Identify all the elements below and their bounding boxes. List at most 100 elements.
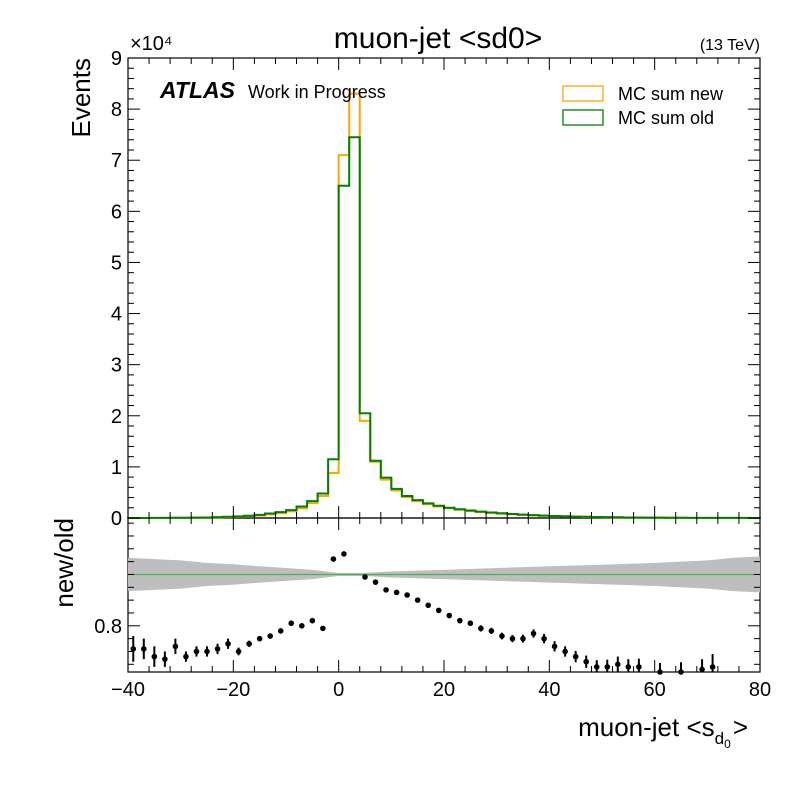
main-y-tick-label: 6 xyxy=(111,201,122,223)
ratio-point xyxy=(393,589,400,596)
ratio-point-marker xyxy=(499,633,505,639)
ratio-point xyxy=(678,662,684,675)
ratio-point xyxy=(572,650,579,663)
ratio-point xyxy=(235,647,242,656)
ratio-point-marker xyxy=(551,643,558,650)
axes-layer: 0 1 2 3 4 5 6 7 8 9 −40 −20 0 20 40 60 80 0.8 xyxy=(94,48,771,701)
ratio-point-marker xyxy=(204,648,210,655)
ratio-point xyxy=(404,592,410,598)
ratio-point xyxy=(541,634,547,644)
ratio-point xyxy=(583,655,589,668)
main-y-tick-label: 7 xyxy=(111,150,122,172)
ratio-point-marker xyxy=(320,625,326,632)
ratio-point-marker xyxy=(657,669,663,675)
x-tick-label: 0 xyxy=(333,679,344,701)
ratio-point xyxy=(214,643,221,655)
ratio-point-marker xyxy=(457,617,463,624)
ratio-point-marker xyxy=(541,635,547,642)
ratio-point-marker xyxy=(636,664,642,670)
ratio-point-marker xyxy=(593,664,600,670)
ratio-point-marker xyxy=(235,648,242,655)
ratio-point xyxy=(288,620,295,627)
main-histogram-layer xyxy=(127,92,761,519)
ratio-point xyxy=(309,617,316,624)
ratio-point xyxy=(256,635,263,642)
ratio-point xyxy=(204,646,210,657)
ratio-point-marker xyxy=(183,653,189,660)
ratio-point-marker xyxy=(414,597,421,603)
ratio-point-marker xyxy=(604,664,611,670)
main-y-tick-label: 8 xyxy=(111,99,122,121)
ratio-point-marker xyxy=(615,661,621,668)
ratio-point xyxy=(172,638,179,655)
x-tick-label: −40 xyxy=(111,679,145,701)
ratio-point xyxy=(520,634,526,643)
ratio-point-marker xyxy=(425,602,432,609)
histogram-line-mc-sum-new xyxy=(127,92,761,519)
x-tick-label: 20 xyxy=(433,679,455,701)
ratio-point-marker xyxy=(372,579,379,585)
ratio-points-layer xyxy=(130,551,716,675)
ratio-point xyxy=(320,625,326,632)
ratio-point xyxy=(372,579,379,585)
ratio-plot-frame xyxy=(127,517,761,673)
ratio-point xyxy=(530,629,537,638)
main-y-tick-label: 3 xyxy=(111,355,122,377)
ratio-point-marker xyxy=(435,607,442,614)
ratio-point-marker xyxy=(130,646,137,652)
ratio-point-marker xyxy=(709,664,716,670)
ratio-point xyxy=(457,617,463,624)
ratio-point-marker xyxy=(214,646,221,652)
ratio-point-marker xyxy=(583,658,589,665)
ratio-point-marker xyxy=(404,592,410,598)
ratio-point-marker xyxy=(478,625,484,632)
ratio-point xyxy=(330,556,337,562)
ratio-point xyxy=(636,658,642,672)
ratio-point-marker xyxy=(151,653,158,660)
ratio-point xyxy=(151,646,158,667)
x-tick-label: 40 xyxy=(538,679,560,701)
ratio-point-marker xyxy=(393,589,400,596)
ratio-point-marker xyxy=(362,574,368,580)
main-y-tick-label: 4 xyxy=(111,304,122,326)
ratio-point-marker xyxy=(530,630,537,637)
ratio-point xyxy=(162,651,168,667)
ratio-point xyxy=(425,602,432,609)
ratio-point xyxy=(446,612,453,619)
ratio-point xyxy=(499,632,505,640)
legend-swatch-mc-sum-old xyxy=(562,109,604,126)
x-tick-label: 80 xyxy=(749,679,771,701)
ratio-point-marker xyxy=(309,617,316,624)
y-exponent-label: ×10⁴ xyxy=(130,33,173,55)
ratio-point xyxy=(414,597,421,603)
ratio-point-marker xyxy=(488,628,495,634)
energy-label: (13 TeV) xyxy=(700,37,760,54)
ratio-y-tick-label: 0.8 xyxy=(94,616,122,638)
ratio-point xyxy=(383,587,389,593)
ratio-point-marker xyxy=(193,648,200,655)
legend-swatch-mc-sum-new xyxy=(562,85,604,102)
legend-label-mc-sum-old: MC sum old xyxy=(618,108,714,128)
ratio-point xyxy=(183,651,189,662)
ratio-point xyxy=(362,574,368,580)
ratio-point-marker xyxy=(520,635,526,642)
ratio-point-marker xyxy=(678,669,684,675)
ratio-point xyxy=(435,607,442,614)
ratio-point-marker xyxy=(562,648,568,655)
ratio-point-marker xyxy=(141,646,147,652)
ratio-point-marker xyxy=(625,664,632,670)
ratio-point xyxy=(593,660,600,672)
x-tick-label: 60 xyxy=(644,679,666,701)
ratio-point-marker xyxy=(299,623,305,629)
ratio-y-axis-label: new/old xyxy=(49,518,79,608)
ratio-point xyxy=(562,646,568,657)
ratio-point-marker xyxy=(572,653,579,660)
ratio-point xyxy=(130,636,137,662)
ratio-point-marker xyxy=(446,612,453,619)
ratio-point xyxy=(225,638,231,649)
ratio-point-marker xyxy=(288,620,295,627)
atlas-label: ATLAS xyxy=(159,77,236,103)
ratio-point xyxy=(193,646,200,657)
x-tick-label: −20 xyxy=(216,679,250,701)
